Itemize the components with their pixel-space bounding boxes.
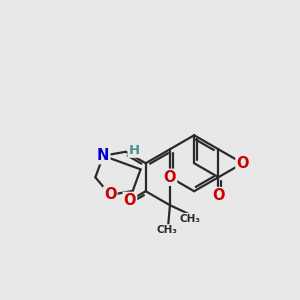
Text: CH₃: CH₃ (179, 214, 200, 224)
Text: O: O (164, 170, 176, 185)
Text: O: O (124, 193, 136, 208)
Text: CH₃: CH₃ (156, 225, 177, 235)
Text: CH₃: CH₃ (156, 225, 177, 235)
Text: N: N (97, 148, 110, 163)
Text: O: O (236, 156, 249, 171)
Text: O: O (212, 188, 225, 203)
Text: O: O (104, 188, 116, 202)
Text: CH₃: CH₃ (179, 214, 200, 224)
Text: H: H (128, 144, 140, 157)
